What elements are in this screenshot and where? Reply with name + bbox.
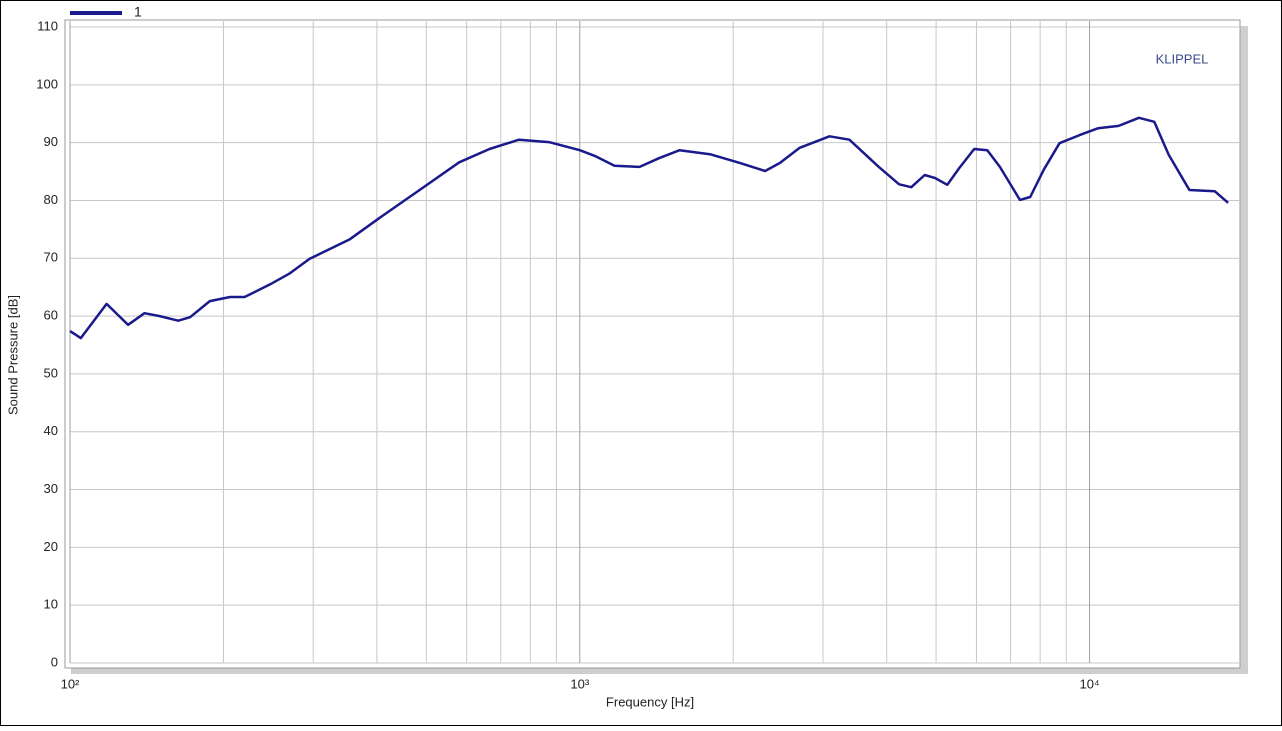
x-tick-label: 10² — [61, 676, 80, 691]
legend-label: 1 — [134, 4, 142, 20]
y-tick-label: 60 — [44, 308, 58, 323]
plot-frame — [64, 19, 1241, 669]
x-tick-label: 10³ — [570, 676, 589, 691]
y-tick-label: 90 — [44, 134, 58, 149]
y-tick-label: 100 — [36, 76, 58, 91]
y-tick-label: 50 — [44, 365, 58, 380]
y-tick-label: 30 — [44, 481, 58, 496]
marks: 1 — [69, 4, 1229, 340]
y-tick-label: 10 — [44, 597, 58, 612]
x-tick-label: 10⁴ — [1080, 676, 1100, 691]
y-tick-label: 0 — [51, 654, 58, 669]
y-axis-label: Sound Pressure [dB] — [5, 295, 20, 415]
y-tick-label: 110 — [37, 18, 58, 33]
x-axis-label: Frequency [Hz] — [606, 694, 694, 709]
y-tick-label: 20 — [44, 539, 58, 554]
grid: 0 10 20 30 40 50 60 70 80 90 100 110 10² 10³ 10⁴ — [36, 18, 1243, 691]
y-tick-label: 40 — [44, 423, 58, 438]
annotation: KLIPPEL — [1156, 51, 1209, 66]
series-line — [69, 116, 1229, 340]
y-tick-label: 80 — [44, 192, 58, 207]
y-tick-label: 70 — [44, 250, 58, 265]
